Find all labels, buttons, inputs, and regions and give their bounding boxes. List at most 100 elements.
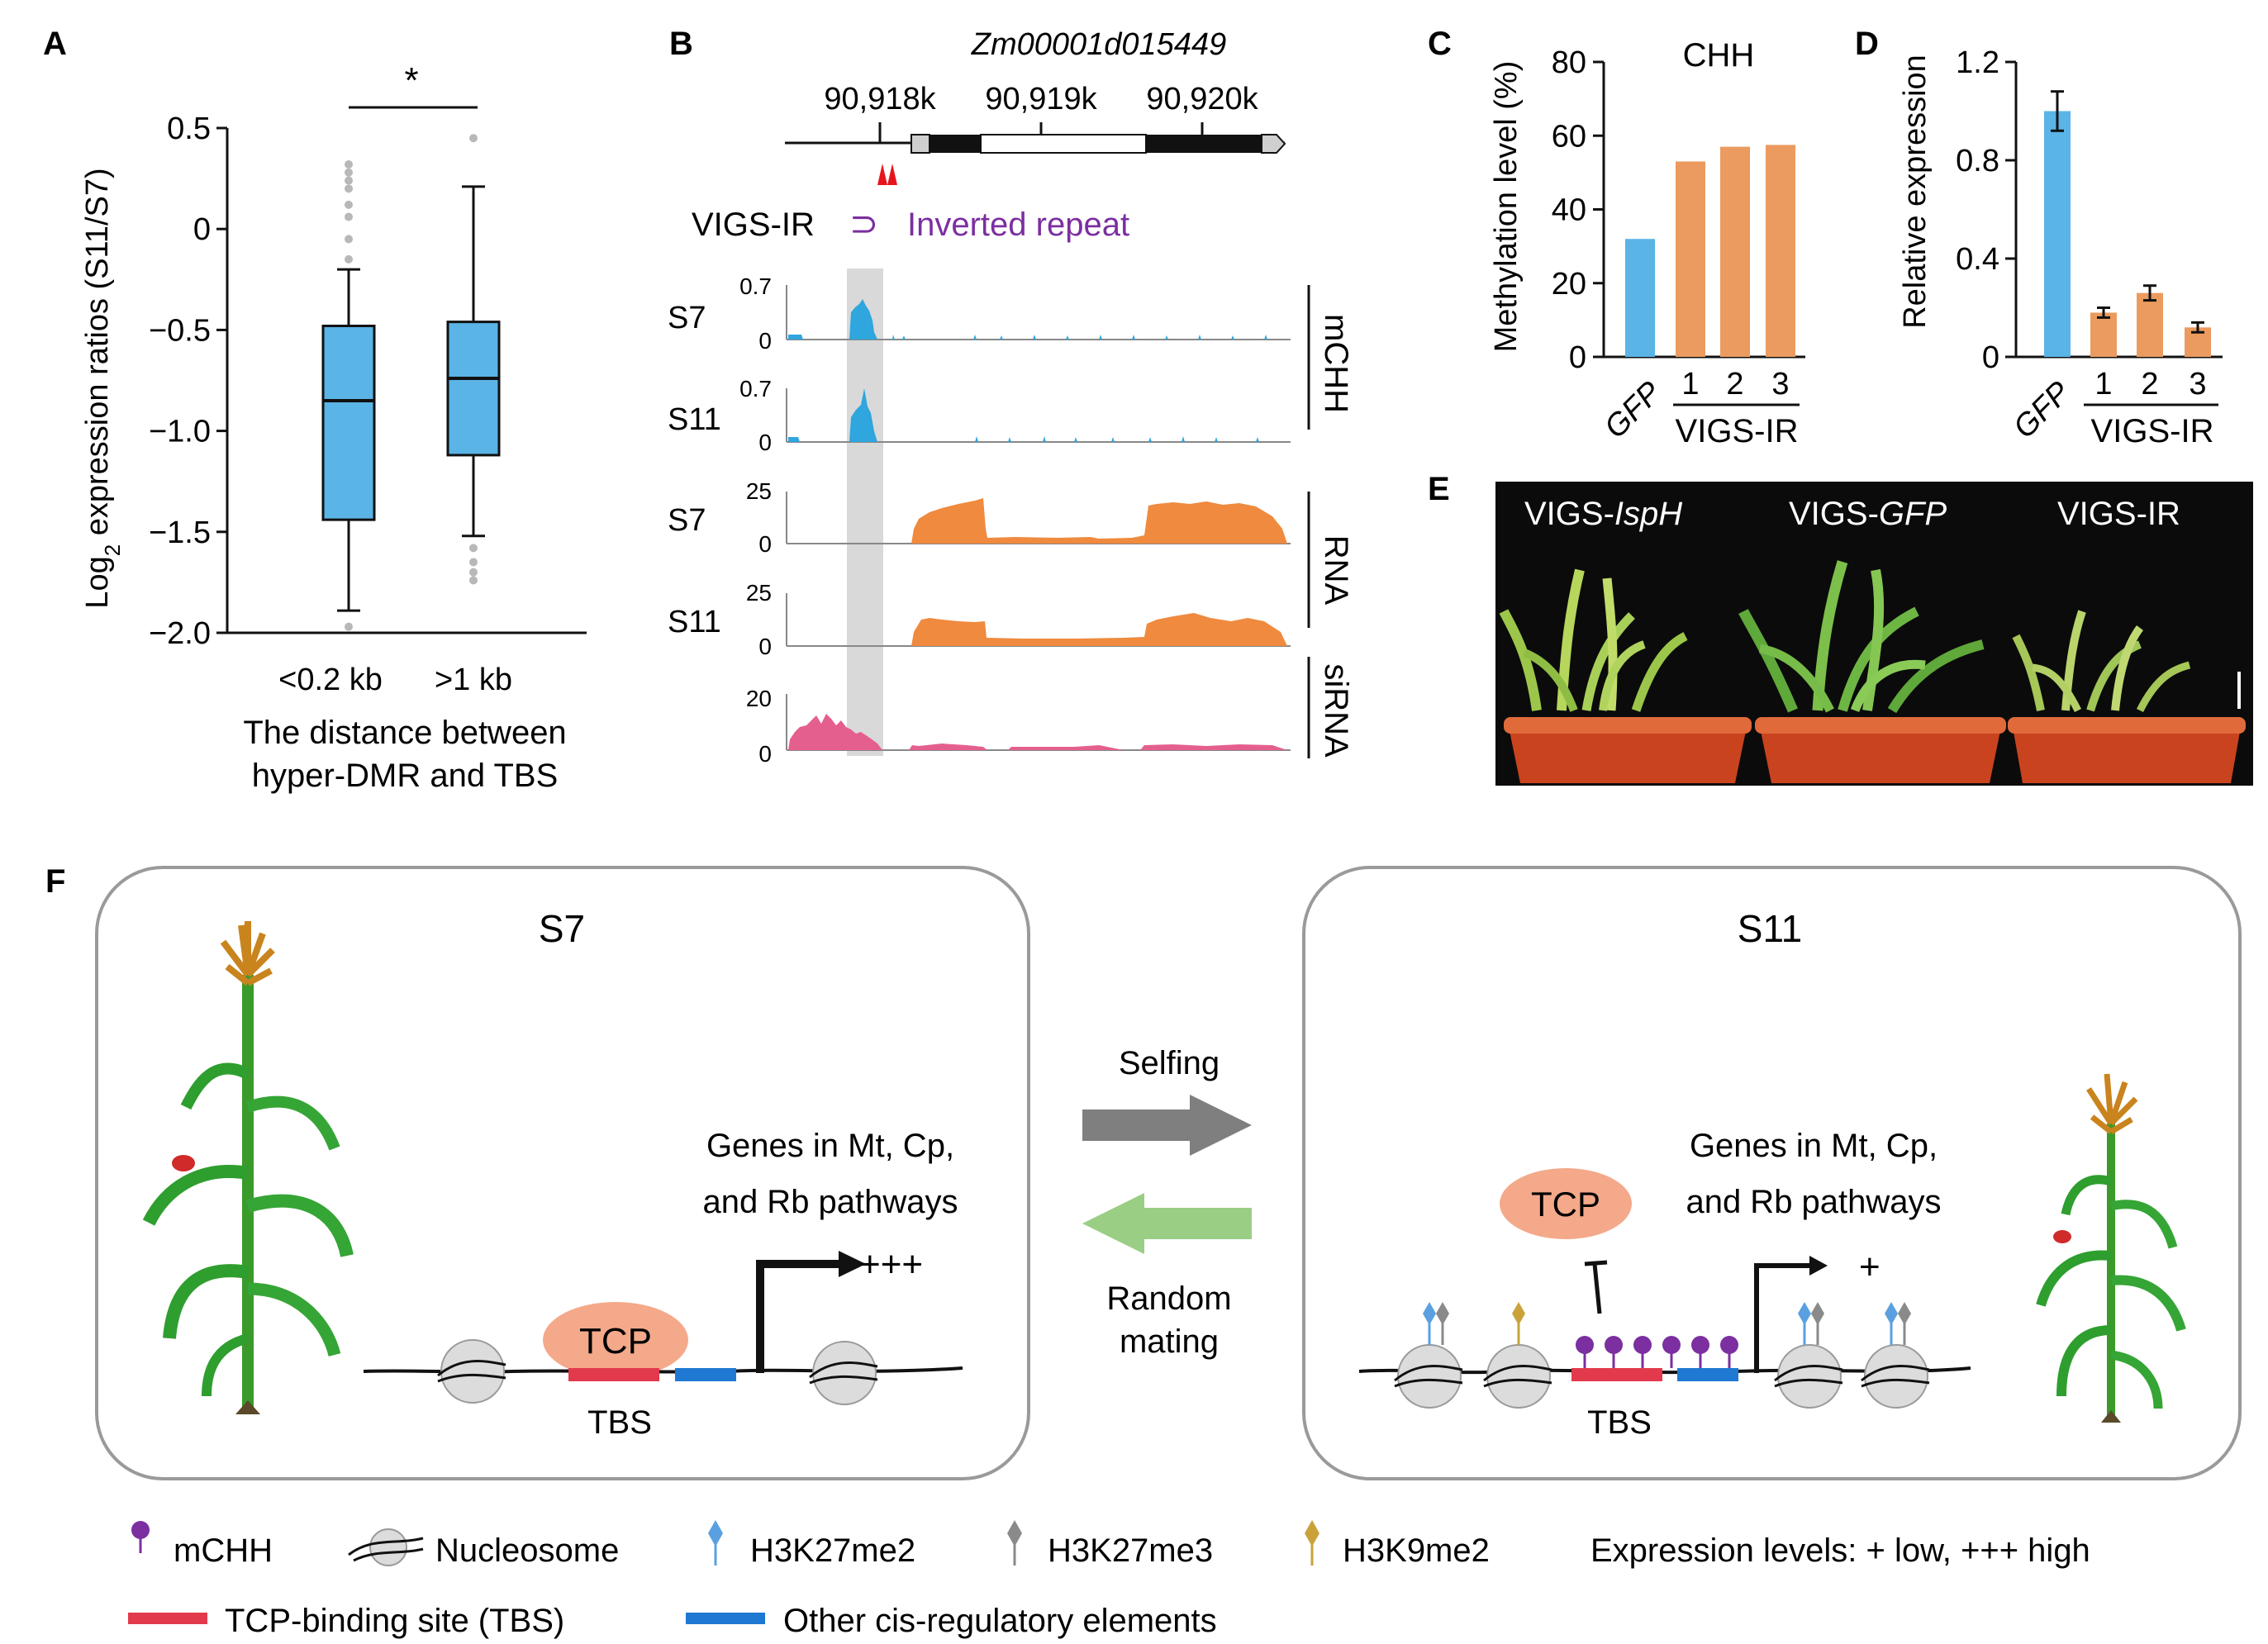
maize-plant-right [2036,1073,2186,1423]
tbs-right-label: TBS [1587,1404,1652,1441]
random-mating-line2: mating [1120,1323,1219,1360]
outlier-point [469,544,478,553]
random-mating-arrow [1082,1193,1252,1254]
a-ylabel-log: Log [80,556,115,608]
highlight-region [847,268,883,756]
track-mchh-s7 [786,285,1291,340]
s11-box [1302,866,2242,1480]
inverted-repeat-label: Inverted repeat [907,207,1129,243]
track-sirna [786,694,1291,751]
c-ytick-label: 60 [1552,119,1586,154]
selfing-label: Selfing [1119,1045,1220,1081]
d-ylabel: Relative expression [1898,55,1933,329]
d-ytick-label: 0.4 [1956,242,1999,277]
tcp-right-label: TCP [1531,1185,1600,1223]
outlier-point [345,176,353,185]
tbs-left [568,1368,659,1381]
cis-element-left [675,1368,736,1381]
outlier-point [469,558,478,567]
track-sample-0: S7 [668,301,706,335]
d-ytick-label: 0.8 [1956,144,1999,178]
s11-title: S11 [1738,907,1802,950]
legend-other: Other cis-regulatory elements [783,1603,1217,1639]
tss-arrowhead-left [839,1251,866,1277]
track-sample-3: S11 [668,605,721,639]
outlier-point [345,200,353,209]
outlier-point [469,568,478,577]
random-mating-line1: Random [1106,1281,1231,1317]
legend-mchh: mCHH [174,1532,273,1569]
e-group-1-italic: IspH [1614,496,1682,532]
nucleosome-right-2 [1486,1344,1551,1409]
d-yticks: 1.2 0.8 0.4 0 [1956,45,2016,375]
selfing-arrow [1082,1095,1252,1156]
d-bar-2 [2137,292,2163,357]
c-title: CHH [1683,37,1755,74]
outlier-point [469,576,478,585]
c-gfp-label: GFP [1598,375,1668,445]
genes-left-line1: Genes in Mt, Cp, [706,1128,954,1164]
panel-label-a: A [43,26,67,62]
tbs-right [1571,1368,1662,1381]
plant-pots [1504,717,2246,783]
c-ytick-label: 0 [1569,340,1586,375]
d-gfp-label: GFP [2007,375,2077,445]
category-label-1: >1 kb [435,663,512,697]
nucleosome-legend-icon [369,1528,407,1566]
e-group-2-prefix: VIGS- [1789,496,1879,532]
c-bars [1625,145,1795,357]
outlier-point [345,168,353,177]
nucleosome-right-1 [1397,1344,1462,1409]
significance-star: * [404,60,418,101]
box-1 [446,321,501,457]
panel-e: E [1428,471,2253,786]
d-rep-label-3: 3 [2189,367,2206,401]
tbs-legend-icon [128,1613,207,1624]
plant-photo-group-1 [1499,568,1688,712]
outlier-point [345,235,353,244]
e-group-1-prefix: VIGS- [1524,496,1614,532]
nucleosome-left-2 [812,1341,877,1405]
gene-model [785,122,1286,185]
coord-label-2: 90,920k [1146,82,1258,116]
cis-element-right [1677,1368,1738,1381]
c-rep-label-2: 2 [1726,367,1743,401]
d-bar-1 [2090,312,2117,357]
e-group-label-2: VIGS-GFP [1789,496,1947,532]
d-ytick-label: 0 [1982,340,1999,375]
inhibition-line [1592,1263,1602,1314]
a-ytick-label: −0.5 [149,313,211,348]
box-0 [321,325,376,521]
s7-title: S7 [539,907,585,950]
d-ytick-label: 1.2 [1956,45,1999,80]
a-ytick-label: 0.5 [167,112,211,146]
inhibition-bar [1584,1260,1608,1266]
track-max-1: 0.7 [739,376,772,401]
c-yticks: 80 60 40 20 0 [1552,45,1604,375]
panel-a: A * 0.5 0 −0.5 −1.0 −1.5 −2.0 <0.2 kb >1 kb T… [43,26,587,794]
a-yticks: 0.5 0 −0.5 −1.0 −1.5 −2.0 [149,112,227,651]
track-zero-1: 0 [758,430,772,455]
c-ytick-label: 20 [1552,267,1586,302]
maize-plant-left [142,921,354,1414]
a-ylabel: Log2 expression ratios (S11/S7) [80,168,125,608]
genes-right-line2: and Rb pathways [1686,1184,1941,1220]
group-label-rna: RNA [1318,535,1354,606]
track-mchh-s11 [786,388,1291,443]
cis-element-legend-icon [686,1613,765,1624]
a-xlabel-line2: hyper-DMR and TBS [252,758,559,794]
category-label-0: <0.2 kb [278,663,383,697]
nucleosome-right-3 [1777,1344,1842,1409]
track-max-3: 25 [746,580,772,606]
gene-name: Zm00001d015449 [971,27,1226,62]
track-max-4: 20 [746,686,772,711]
legend: mCHH Nucleosome H3K27me2 H3K27me3 H3K9me… [128,1520,2090,1639]
vigs-ir-label: VIGS-IR [692,207,815,243]
nucleosome-right-4 [1864,1344,1928,1409]
histone-marks-right [1423,1302,1911,1345]
c-ytick-label: 40 [1552,193,1586,228]
c-rep-label-1: 1 [1681,367,1699,401]
a-ytick-label: −1.0 [149,415,211,449]
c-rep-label-3: 3 [1771,367,1789,401]
